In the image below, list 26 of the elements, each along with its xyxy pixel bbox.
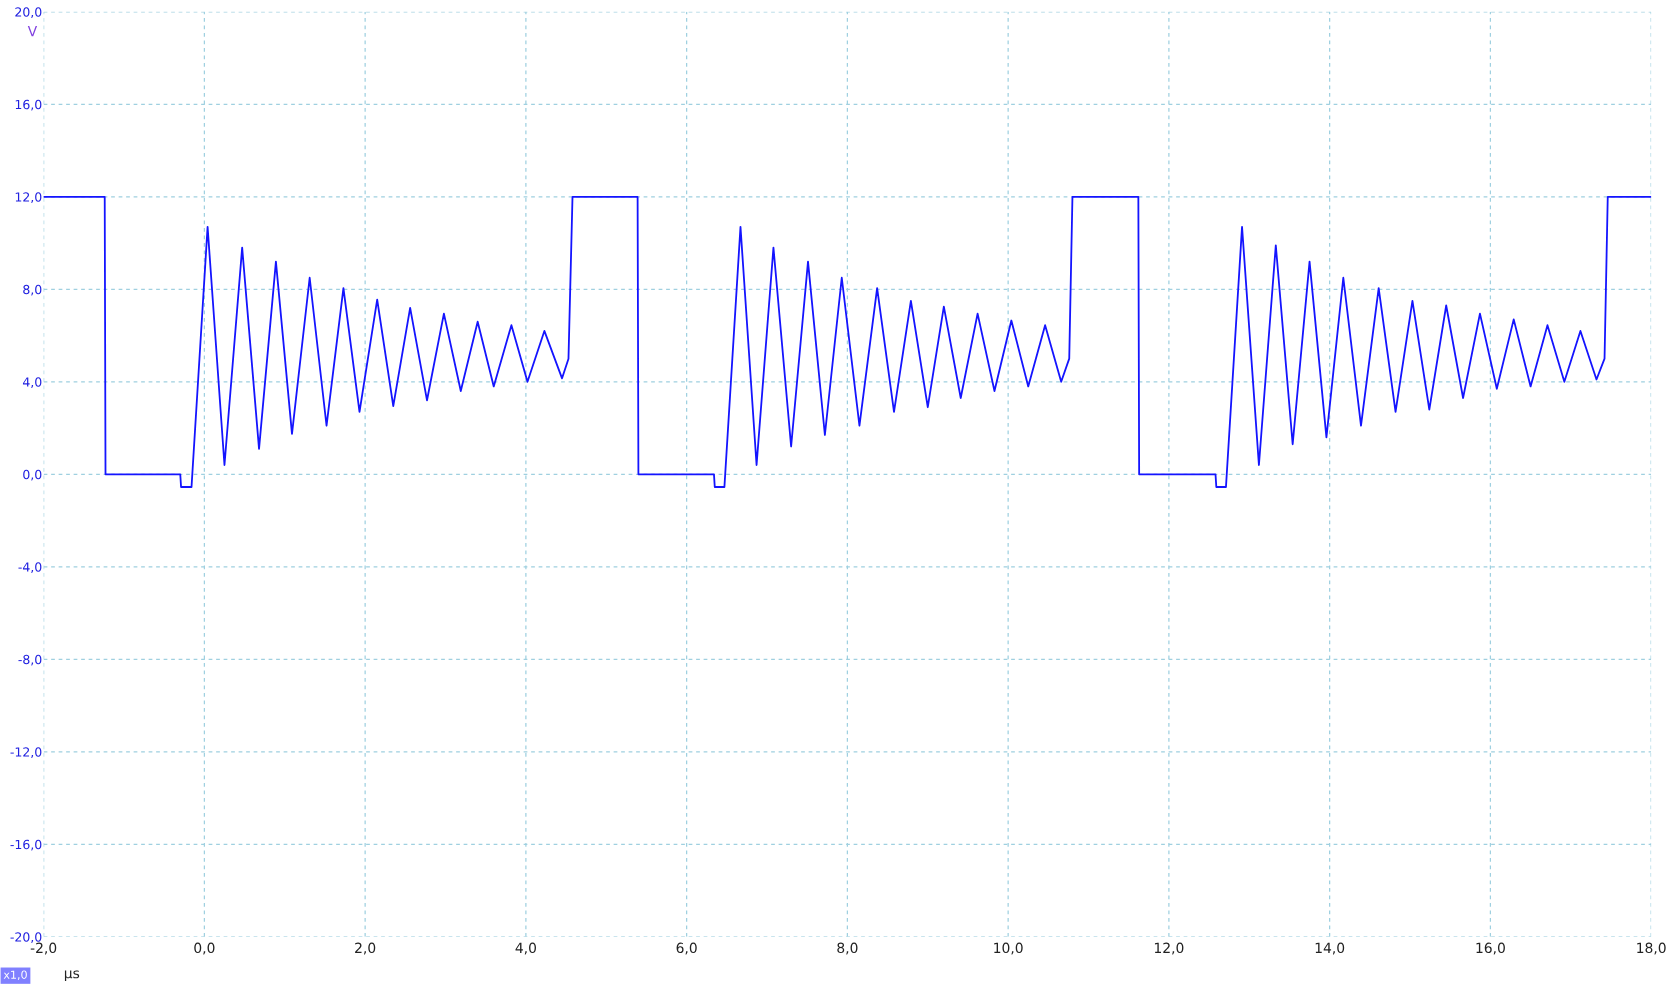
text: x1,0 bbox=[3, 970, 27, 981]
y-tick-label: 20,0 bbox=[15, 7, 42, 19]
x-tick-label: 8,0 bbox=[837, 942, 858, 955]
y-tick-label: 16,0 bbox=[15, 99, 42, 111]
x-tick-label: 14,0 bbox=[1315, 942, 1345, 955]
y-tick-label: 4,0 bbox=[22, 377, 42, 388]
y-tick-label: -16,0 bbox=[10, 839, 42, 851]
y-tick-label: 0,0 bbox=[23, 469, 42, 481]
y-tick-label: 8,0 bbox=[23, 284, 42, 296]
x-tick-label: 12,0 bbox=[1154, 942, 1184, 955]
x-tick-label: 2,0 bbox=[355, 942, 376, 955]
x-tick-label: 18,0 bbox=[1637, 942, 1666, 955]
y-tick-label: -20,0 bbox=[10, 932, 42, 943]
x-tick-label: 4,0 bbox=[515, 942, 537, 955]
y-tick-label: 12,0 bbox=[15, 192, 42, 203]
x-tick-label: 16,0 bbox=[1476, 942, 1505, 955]
y-tick-label: -12,0 bbox=[10, 747, 42, 758]
y-tick-label: -8,0 bbox=[18, 654, 42, 666]
y-tick-label: -4,0 bbox=[18, 562, 42, 573]
y-axis-title: V bbox=[27, 26, 38, 37]
x-tick-label: -2,0 bbox=[30, 942, 57, 955]
x-tick-label: 6,0 bbox=[676, 942, 697, 955]
x-axis-title: µs bbox=[64, 970, 80, 982]
x-tick-label: 10,0 bbox=[994, 942, 1023, 955]
x-tick-label: 0,0 bbox=[194, 942, 215, 955]
line-series bbox=[43, 195, 1652, 488]
